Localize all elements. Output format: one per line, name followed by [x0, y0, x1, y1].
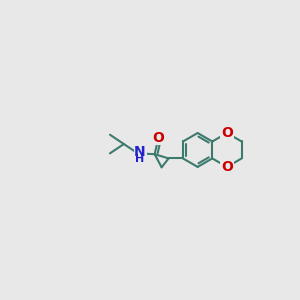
Text: N: N — [134, 145, 146, 159]
Text: O: O — [152, 131, 164, 145]
Text: O: O — [221, 160, 233, 174]
Text: H: H — [135, 154, 145, 164]
Text: O: O — [221, 126, 233, 140]
